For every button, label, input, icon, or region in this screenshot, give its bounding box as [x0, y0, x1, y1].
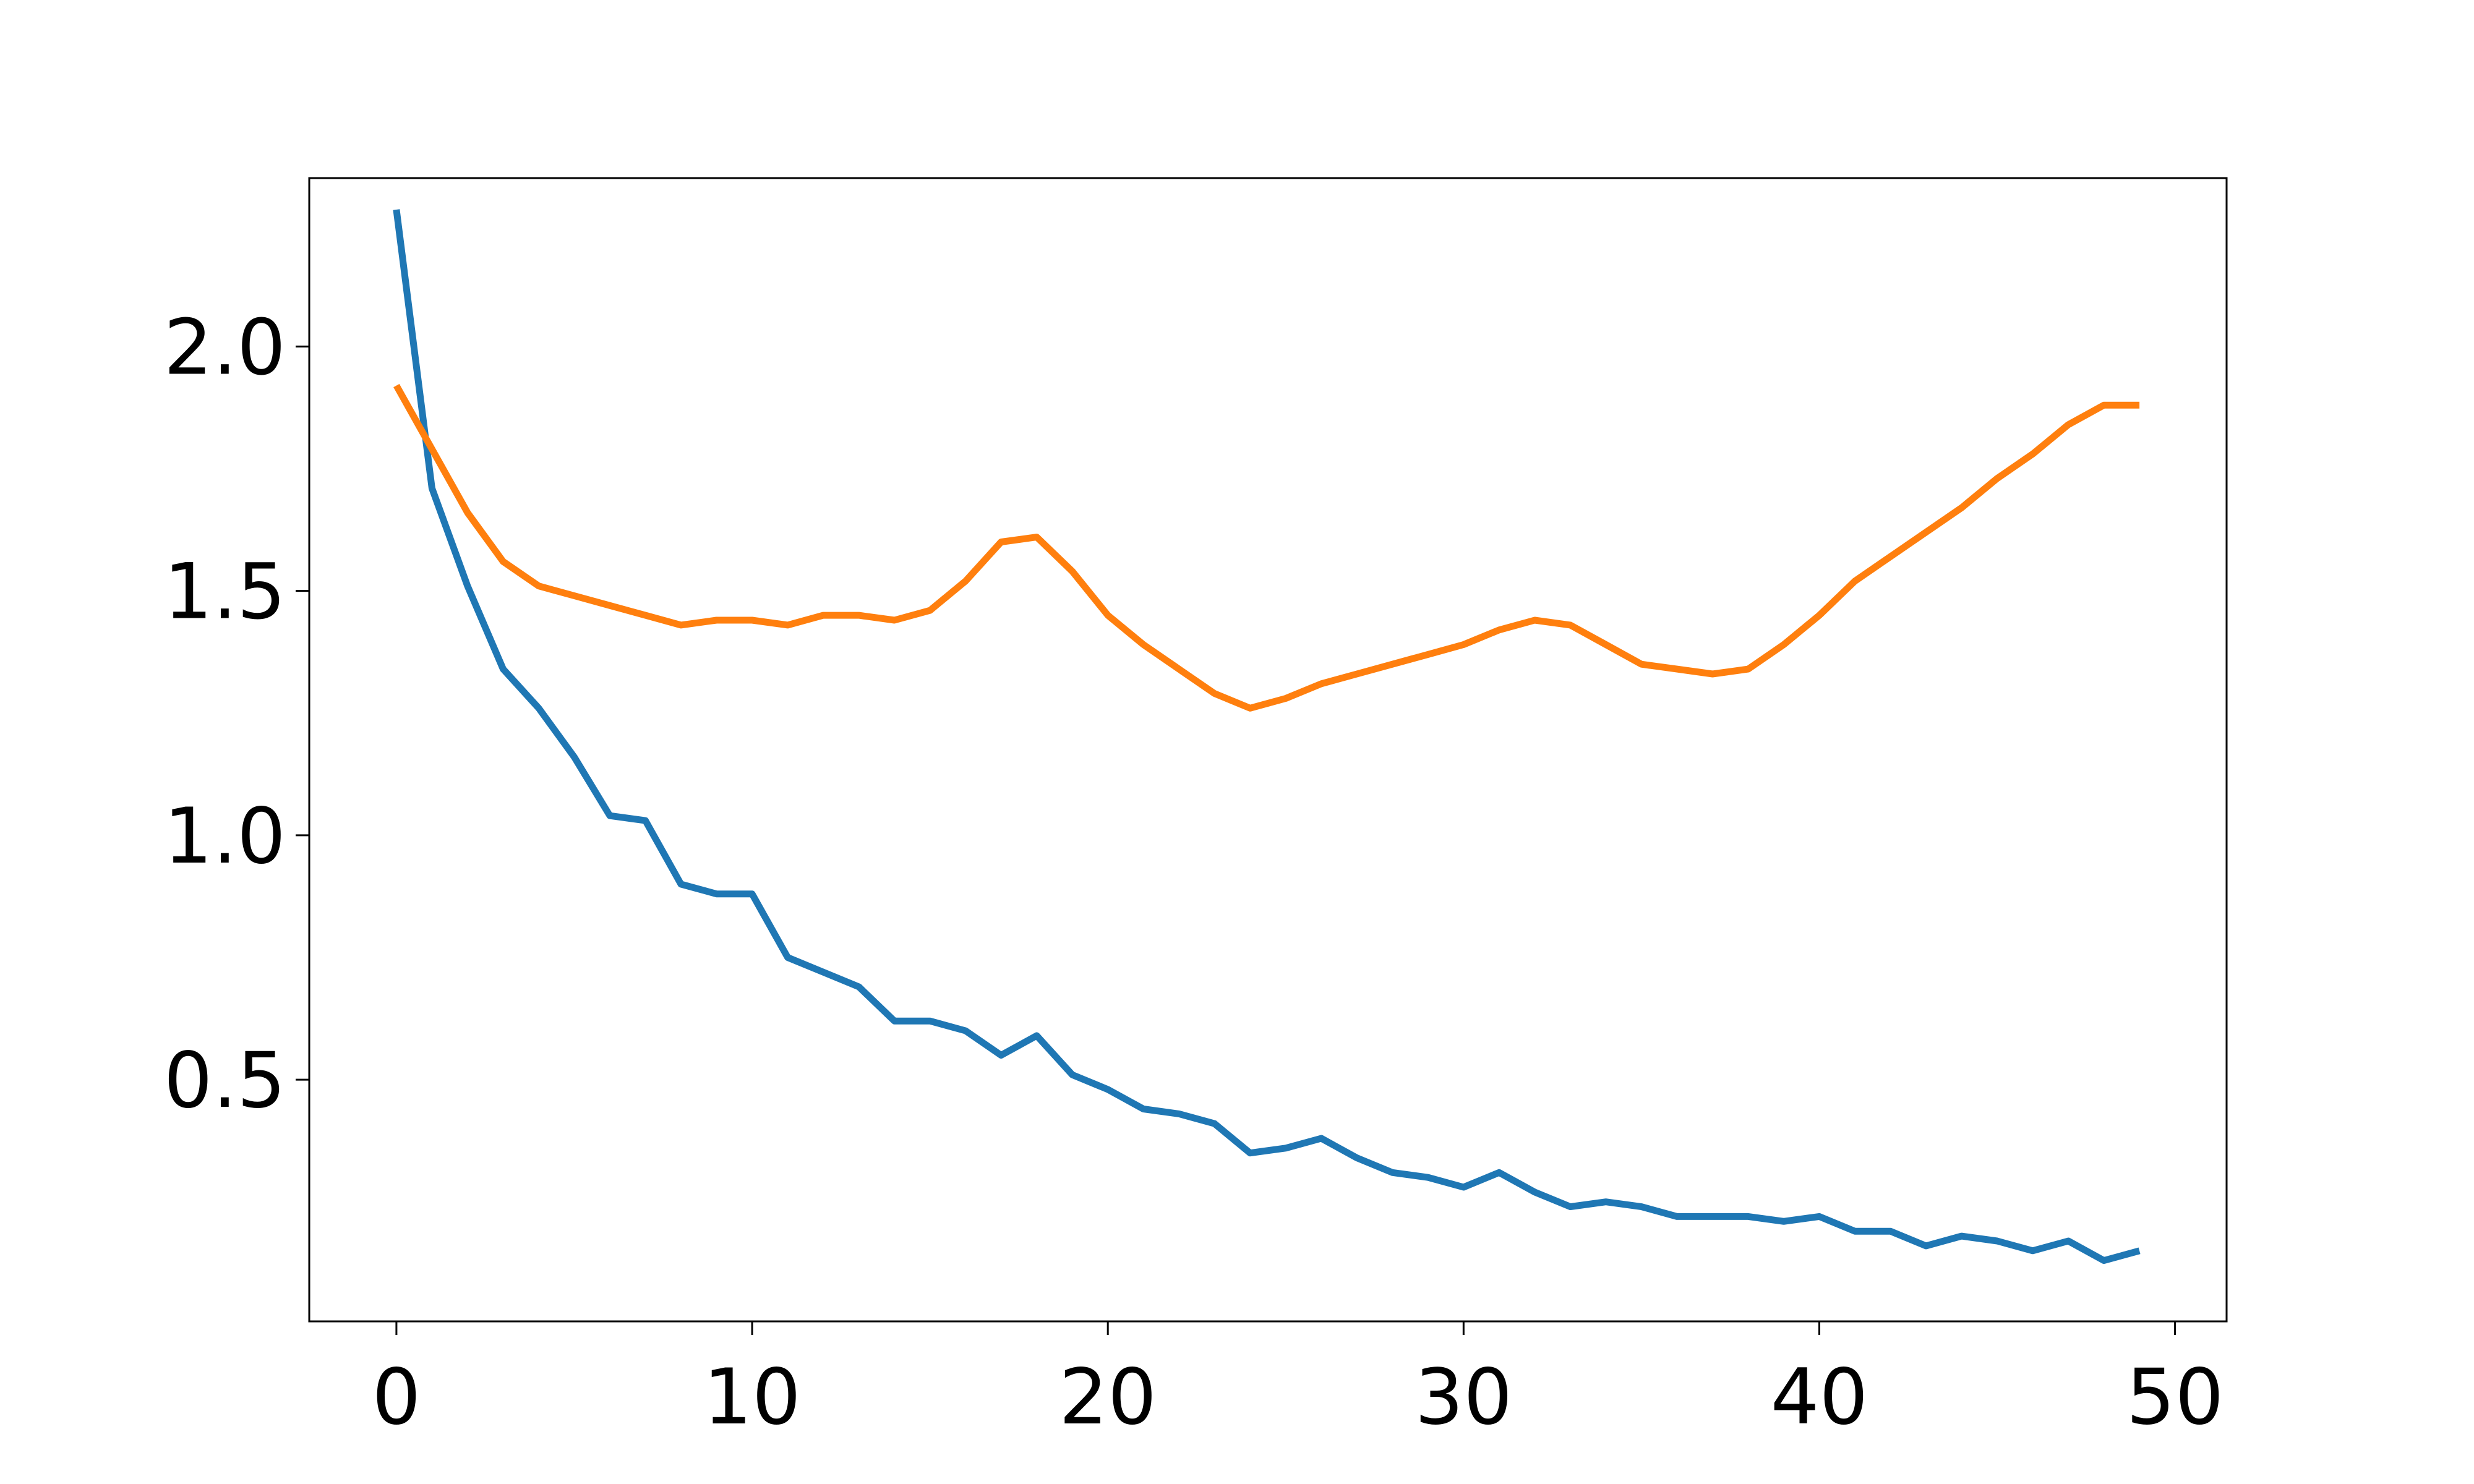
x-tick-label: 0 — [372, 1353, 421, 1442]
x-tick-label: 40 — [1771, 1353, 1868, 1442]
x-tick-label: 50 — [2126, 1353, 2224, 1442]
x-tick-label: 10 — [703, 1353, 801, 1442]
series-line-2 — [393, 383, 2140, 712]
x-tick-label: 30 — [1415, 1353, 1512, 1442]
y-tick-label: 1.0 — [164, 792, 286, 881]
y-tick-label: 1.5 — [164, 548, 286, 637]
axes-frame — [308, 177, 2228, 1323]
series-layer — [393, 209, 2141, 1264]
series-line-1 — [393, 209, 2141, 1264]
x-tick-label: 20 — [1059, 1353, 1157, 1442]
x-axis-ticks: 0 10 20 30 40 50 — [372, 1321, 2224, 1442]
y-tick-label: 0.5 — [164, 1036, 286, 1125]
y-tick-label: 2.0 — [164, 303, 286, 392]
y-axis-ticks: 0.5 1.0 1.5 2.0 — [164, 303, 309, 1125]
